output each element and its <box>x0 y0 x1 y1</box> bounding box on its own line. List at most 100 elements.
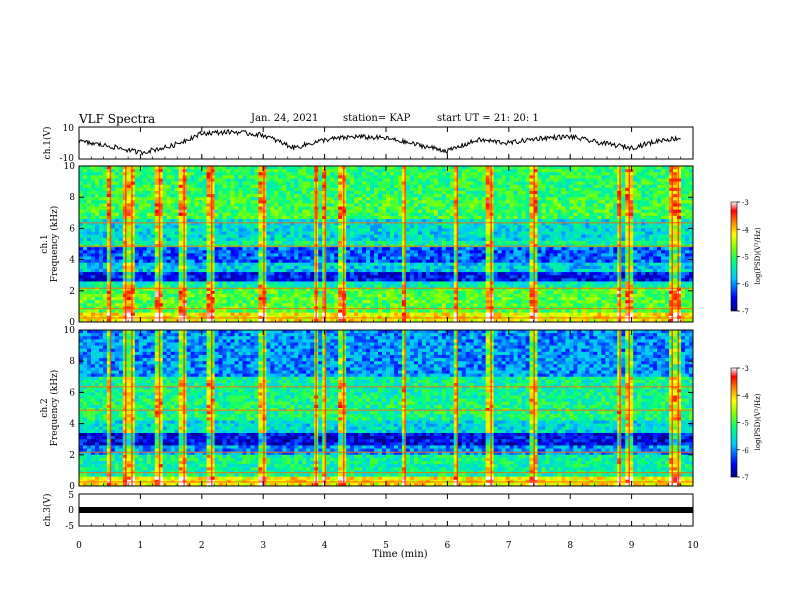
spectrogram-cell <box>79 184 84 189</box>
spectrogram-cell <box>501 250 506 254</box>
spectrogram-cell <box>413 175 419 179</box>
spectrogram-cell <box>302 200 307 204</box>
spectrogram-cell <box>597 206 602 210</box>
spectrogram-cell <box>150 259 156 264</box>
spectrogram-cell <box>202 190 207 195</box>
spectrogram-cell <box>358 237 363 242</box>
spectrogram-cell <box>625 259 630 264</box>
spectrogram-cell <box>90 197 96 201</box>
spectrogram-cell <box>350 256 355 260</box>
spectrogram-cell <box>657 262 662 267</box>
spectrogram-cell <box>545 259 550 264</box>
spectrogram-cell <box>669 190 674 195</box>
spectrogram-cell <box>449 262 455 267</box>
spectrogram-cell <box>118 219 124 223</box>
spectrogram-cell <box>629 175 634 179</box>
spectrogram-cell <box>358 215 363 220</box>
spectrogram-cell <box>154 181 160 186</box>
spectrogram-cell <box>681 262 686 267</box>
spectrogram-cell <box>585 231 590 235</box>
spectrogram-cell <box>386 262 391 267</box>
spectrogram-cell <box>206 259 211 264</box>
spectrogram-cell <box>517 222 522 226</box>
spectrogram-cell <box>154 265 160 270</box>
spectrogram-cell <box>633 184 638 189</box>
spectrogram-cell <box>102 194 108 198</box>
spectrogram-cell <box>290 172 295 176</box>
spectrogram-cell <box>330 172 335 176</box>
spectrogram-cell <box>250 253 255 257</box>
spectrogram-cell <box>166 169 171 173</box>
spectrogram-cell <box>194 181 199 186</box>
spectrogram-cell <box>106 231 112 235</box>
spectrogram-cell <box>238 222 243 226</box>
spectrogram-cell <box>401 197 407 201</box>
spectrogram-cell <box>401 187 407 192</box>
spectrogram-cell <box>306 265 311 270</box>
spectrogram-cell <box>585 181 590 186</box>
spectrogram-cell <box>214 200 219 204</box>
spectrogram-cell <box>294 262 299 267</box>
spectrogram-cell <box>393 190 399 195</box>
spectrogram-cell <box>326 181 331 186</box>
spectrogram-cell <box>557 231 562 235</box>
spectrogram-cell <box>433 190 439 195</box>
spectrogram-cell <box>302 247 307 251</box>
spectrogram-cell <box>274 247 279 251</box>
spectrogram-cell <box>322 259 327 264</box>
spectrogram-cell <box>206 228 211 232</box>
spectrogram-cell <box>82 225 88 229</box>
spectrogram-cell <box>382 231 387 235</box>
spectrogram-cell <box>330 237 335 242</box>
spectrogram-cell <box>98 184 104 189</box>
spectrogram-cell <box>202 187 207 192</box>
spectrogram-cell <box>581 178 586 182</box>
spectrogram-cell <box>497 259 502 264</box>
spectrogram-cell <box>533 237 538 242</box>
spectrogram-cell <box>633 212 638 217</box>
spectrogram-cell <box>561 247 566 251</box>
spectrogram-cell <box>393 215 399 220</box>
spectrogram-cell <box>194 234 199 239</box>
spectrogram-cell <box>421 253 427 257</box>
spectrogram-cell <box>186 234 191 239</box>
spectrogram-cell <box>537 250 542 254</box>
spectrogram-cell <box>270 253 275 257</box>
spectrogram-cell <box>637 200 642 204</box>
spectrogram-cell <box>469 175 475 179</box>
spectrogram-cell <box>250 172 255 176</box>
spectrogram-cell <box>485 203 490 207</box>
spectrogram-cell <box>326 222 331 226</box>
spectrogram-cell <box>82 256 88 260</box>
spectrogram-cell <box>513 184 518 189</box>
spectrogram-cell <box>110 225 116 229</box>
spectrogram-cell <box>202 203 207 207</box>
spectrogram-cell <box>625 175 630 179</box>
spectrogram-cell <box>425 225 431 229</box>
spectrogram-cell <box>405 190 411 195</box>
spectrogram-cell <box>158 172 164 176</box>
spectrogram-cell <box>437 256 443 260</box>
spectrogram-cell <box>677 247 682 251</box>
spectrogram-cell <box>218 259 223 264</box>
spectrogram-cell <box>378 240 383 245</box>
spectrogram-cell <box>186 178 191 182</box>
spectrogram-cell <box>661 166 666 170</box>
spectrogram-cell <box>278 212 283 217</box>
spectrogram-cell <box>158 169 164 173</box>
spectrogram-cell <box>485 200 490 204</box>
spectrogram-cell <box>106 250 112 254</box>
spectrogram-cell <box>541 190 546 195</box>
spectrogram-cell <box>493 259 498 264</box>
spectrogram-cell <box>485 187 490 192</box>
spectrogram-cell <box>206 256 211 260</box>
spectrogram-cell <box>282 172 287 176</box>
spectrogram-cell <box>497 209 502 214</box>
spectrogram-cell <box>126 166 132 170</box>
spectrogram-cell <box>661 194 666 198</box>
spectrogram-cell <box>413 178 419 182</box>
spectrogram-cell <box>138 225 144 229</box>
spectrogram-cell <box>334 256 339 260</box>
spectrogram-cell <box>230 228 235 232</box>
spectrogram-cell <box>210 225 215 229</box>
